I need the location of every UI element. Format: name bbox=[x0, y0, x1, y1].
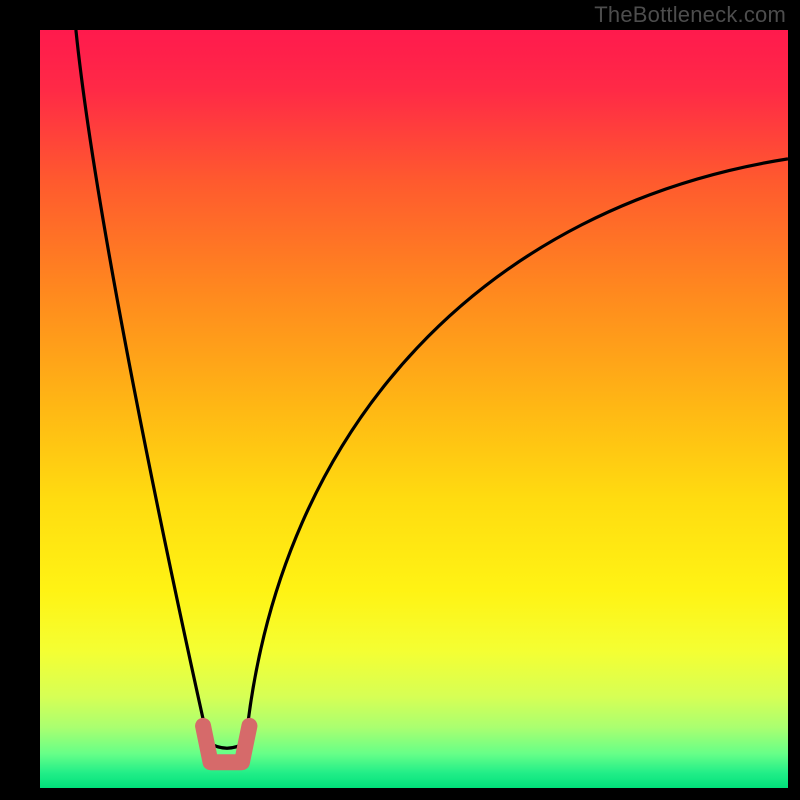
bottleneck-chart bbox=[0, 0, 800, 800]
gradient-background bbox=[40, 30, 788, 788]
chart-stage: TheBottleneck.com bbox=[0, 0, 800, 800]
plot-area bbox=[40, 30, 788, 788]
